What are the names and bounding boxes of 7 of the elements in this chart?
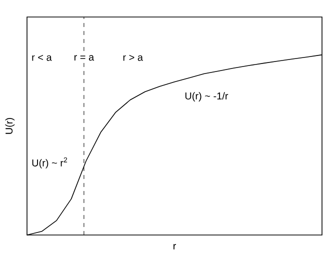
annotation: r < a — [32, 54, 52, 61]
annotation: U(r) ~ -1/r — [185, 92, 228, 102]
annotation: r > a — [123, 54, 143, 61]
annotation: U(r) ~ r$^{2}$ — [32, 157, 68, 168]
annotation: r = a — [74, 55, 94, 61]
x-axis-title: r — [174, 244, 176, 250]
y-axis-title: U(r) — [5, 118, 15, 134]
